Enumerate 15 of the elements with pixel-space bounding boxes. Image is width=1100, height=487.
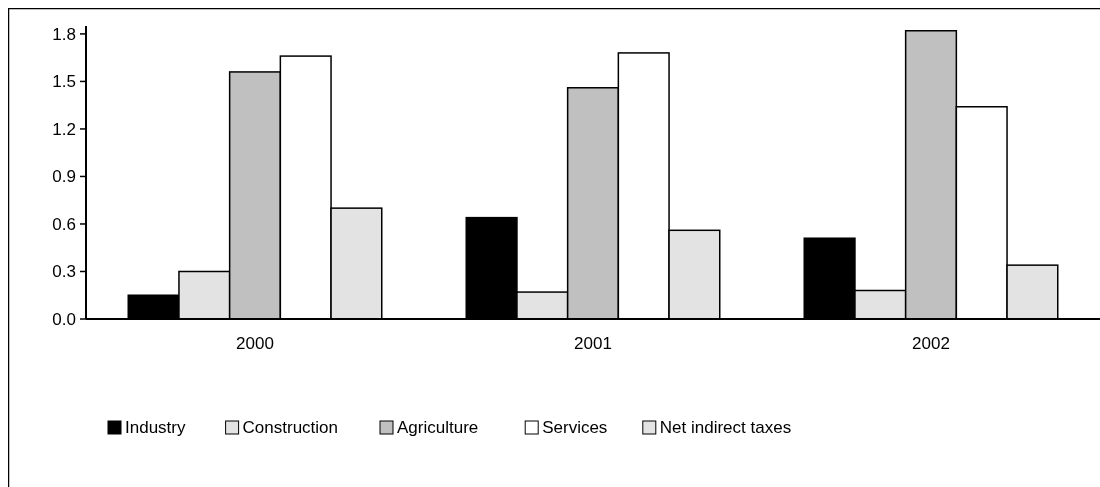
y-tick-label: 0.9 — [52, 167, 76, 187]
legend-label: Agriculture — [397, 418, 479, 437]
y-tick-label: 1.8 — [52, 24, 76, 44]
x-tick-label: 2000 — [236, 334, 274, 353]
legend-label: Services — [542, 418, 608, 437]
legend-label: Construction — [242, 418, 339, 437]
legend-label: Net indirect taxes — [659, 418, 792, 437]
y-tick-label: 0.6 — [52, 214, 76, 234]
y-tick-label: 0.0 — [52, 309, 76, 329]
x-tick-label: 2001 — [574, 334, 612, 353]
y-tick-label: 1.2 — [52, 119, 76, 139]
x-tick-label: 2002 — [912, 334, 950, 353]
legend-label: Industry — [125, 418, 186, 437]
y-tick-label: 0.3 — [52, 262, 76, 282]
y-tick-label: 1.5 — [52, 72, 76, 92]
